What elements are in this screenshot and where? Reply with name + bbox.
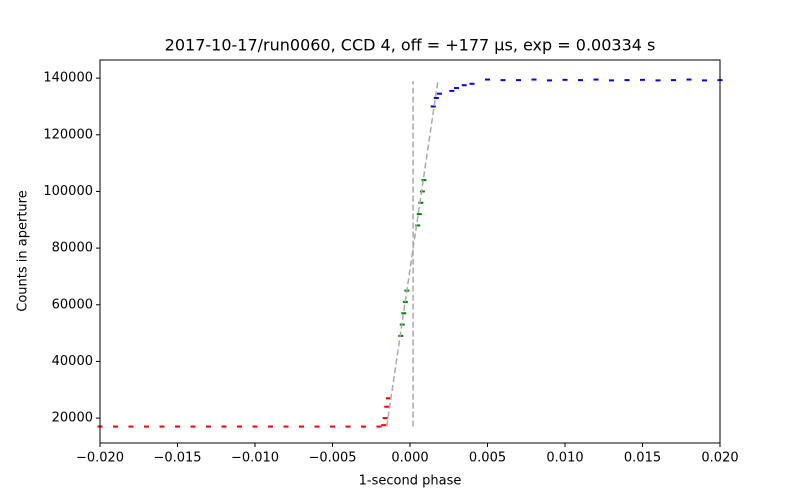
x-tick-label: −0.005 bbox=[308, 451, 356, 466]
data-point bbox=[252, 425, 258, 428]
data-point bbox=[593, 78, 599, 81]
data-point bbox=[547, 79, 552, 82]
data-point bbox=[609, 79, 614, 82]
data-point bbox=[578, 79, 583, 82]
data-point bbox=[686, 78, 692, 81]
x-tick-label: 0.005 bbox=[469, 451, 506, 466]
y-tick-label: 80000 bbox=[52, 241, 93, 256]
data-point bbox=[421, 179, 427, 182]
data-point bbox=[268, 425, 273, 428]
y-axis-label: Counts in aperture bbox=[16, 190, 31, 311]
data-point bbox=[283, 425, 289, 428]
x-tick-label: 0.015 bbox=[624, 451, 661, 466]
data-point bbox=[461, 84, 467, 87]
data-point bbox=[419, 190, 425, 193]
data-point bbox=[376, 425, 382, 428]
data-point bbox=[144, 425, 149, 428]
y-tick-label: 120000 bbox=[43, 127, 93, 142]
plot-frame bbox=[99, 59, 721, 444]
y-tick-label: 40000 bbox=[52, 354, 93, 369]
data-point bbox=[190, 425, 196, 428]
data-point bbox=[449, 89, 455, 92]
data-point bbox=[299, 425, 304, 428]
x-tick-label: 0.020 bbox=[701, 451, 738, 466]
data-point bbox=[401, 312, 407, 315]
data-point bbox=[655, 79, 661, 82]
data-point bbox=[382, 417, 388, 420]
data-point bbox=[381, 424, 387, 427]
chart-title: 2017-10-17/run0060, CCD 4, off = +177 μs… bbox=[165, 36, 656, 55]
x-tick-label: −0.010 bbox=[231, 451, 279, 466]
x-tick-label: 0.000 bbox=[391, 451, 428, 466]
data-point bbox=[206, 425, 211, 428]
data-point bbox=[485, 78, 490, 81]
y-tick-label: 20000 bbox=[52, 411, 93, 426]
data-point bbox=[469, 82, 475, 85]
data-point bbox=[330, 425, 335, 428]
y-tick-label: 60000 bbox=[52, 297, 93, 312]
data-point bbox=[516, 79, 521, 82]
data-point bbox=[671, 79, 676, 82]
data-point bbox=[385, 397, 391, 400]
data-point bbox=[128, 425, 134, 428]
data-point bbox=[237, 425, 242, 428]
data-point bbox=[175, 425, 180, 428]
data-point bbox=[436, 92, 442, 95]
data-point bbox=[415, 224, 421, 227]
data-point bbox=[314, 425, 320, 428]
x-tick-label: 0.010 bbox=[546, 451, 583, 466]
data-point bbox=[531, 78, 537, 81]
data-point bbox=[624, 79, 630, 82]
data-point bbox=[433, 96, 439, 99]
y-tick-label: 100000 bbox=[43, 184, 93, 199]
data-point bbox=[113, 425, 118, 428]
x-axis-label: 1-second phase bbox=[359, 474, 462, 489]
data-point bbox=[562, 78, 568, 81]
data-point bbox=[384, 405, 390, 408]
data-point bbox=[500, 79, 506, 82]
x-tick-label: −0.020 bbox=[76, 451, 124, 466]
data-point bbox=[159, 425, 165, 428]
x-tick-label: −0.015 bbox=[153, 451, 201, 466]
fit-line bbox=[386, 80, 439, 427]
data-point bbox=[418, 201, 424, 204]
y-tick-label: 140000 bbox=[43, 71, 93, 86]
data-point bbox=[430, 105, 436, 108]
data-point bbox=[345, 425, 351, 428]
data-point bbox=[221, 425, 227, 428]
data-point bbox=[454, 87, 459, 90]
data-point bbox=[361, 425, 366, 428]
data-point bbox=[416, 213, 422, 216]
data-point bbox=[640, 78, 645, 81]
data-point bbox=[702, 79, 707, 82]
